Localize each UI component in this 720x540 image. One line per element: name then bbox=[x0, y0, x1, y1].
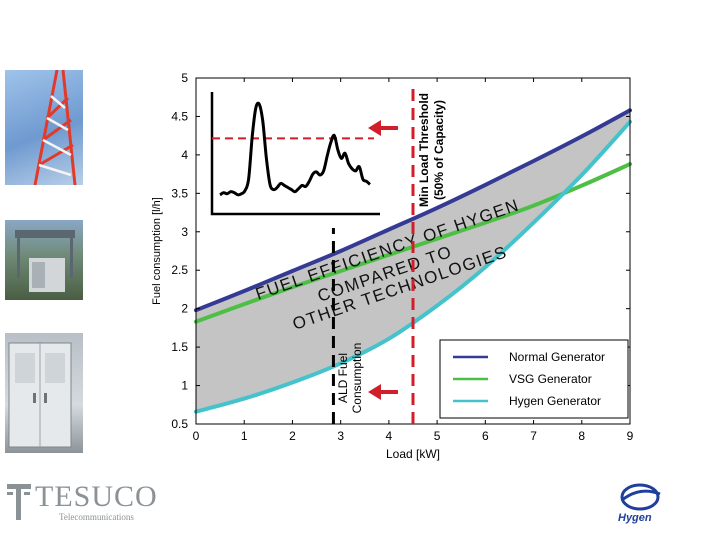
generator-cabinet-photo bbox=[5, 333, 83, 453]
y-tick-label-9: 5 bbox=[181, 71, 188, 85]
tesuco-logo-subtext: Telecommunications bbox=[59, 512, 134, 522]
legend: Normal Generator VSG Generator Hygen Gener… bbox=[439, 339, 629, 419]
hygen-logo-text: Hygen bbox=[618, 512, 652, 524]
arrow-left-lower-icon bbox=[368, 384, 381, 400]
tesuco-logo: TESUCO Telecommunications bbox=[5, 478, 175, 528]
threshold-label-2: (50% of Capacity) bbox=[432, 100, 446, 200]
x-tick-label-1: 1 bbox=[241, 429, 248, 443]
ald-label-2: Consumption bbox=[350, 343, 364, 414]
y-tick-label-3: 2 bbox=[181, 302, 188, 316]
load-profile-inset bbox=[210, 92, 380, 216]
axis-ticks: 0 1 2 3 4 5 6 7 8 9 0.5 1 1.5 2 2.5 3 3.5 4 4.5 5 bbox=[171, 71, 633, 443]
inset-load-line bbox=[219, 101, 371, 197]
y-tick-label-5: 3 bbox=[181, 225, 188, 239]
tower-drawing bbox=[33, 70, 77, 185]
hygen-emblem-icon bbox=[620, 483, 661, 511]
y-tick-label-8: 4.5 bbox=[171, 109, 188, 123]
tesuco-logo-text: TESUCO bbox=[35, 480, 158, 513]
x-tick-label-6: 6 bbox=[482, 429, 489, 443]
x-axis-label: Load [kW] bbox=[386, 447, 440, 461]
threshold-label-1: Min Load Threshold bbox=[417, 93, 431, 207]
x-tick-label-9: 9 bbox=[627, 429, 634, 443]
cabinet-drawing bbox=[8, 342, 72, 448]
x-tick-label-4: 4 bbox=[386, 429, 393, 443]
x-tick-label-8: 8 bbox=[578, 429, 585, 443]
x-tick-label-2: 2 bbox=[289, 429, 296, 443]
legend-label-0: Normal Generator bbox=[509, 350, 605, 364]
y-tick-label-0: 0.5 bbox=[171, 417, 188, 431]
legend-label-2: Hygen Generator bbox=[509, 394, 601, 408]
y-tick-label-4: 2.5 bbox=[171, 263, 188, 277]
y-tick-label-2: 1.5 bbox=[171, 340, 188, 354]
equipment-shelter-photo bbox=[5, 220, 83, 300]
arrow-left-upper-icon bbox=[368, 120, 381, 136]
y-tick-label-1: 1 bbox=[181, 379, 188, 393]
x-tick-label-3: 3 bbox=[337, 429, 344, 443]
x-tick-label-5: 5 bbox=[434, 429, 441, 443]
y-axis-label: Fuel consumption [l/h] bbox=[151, 197, 163, 305]
x-tick-label-0: 0 bbox=[193, 429, 200, 443]
marker-lines: Min Load Threshold (50% of Capacity) ALD F… bbox=[331, 86, 446, 424]
tesuco-emblem-icon bbox=[7, 484, 31, 520]
hygen-logo: Hygen bbox=[612, 482, 672, 528]
y-tick-label-7: 4 bbox=[181, 148, 188, 162]
x-tick-label-7: 7 bbox=[530, 429, 537, 443]
telecom-tower-photo bbox=[5, 70, 83, 185]
y-tick-label-6: 3.5 bbox=[171, 186, 188, 200]
series-line-2 bbox=[194, 119, 632, 414]
inset-axes bbox=[210, 92, 380, 216]
ald-label-1: ALD Fuel bbox=[336, 353, 350, 403]
shelter-drawing bbox=[15, 230, 75, 292]
series-line-0 bbox=[194, 108, 632, 313]
legend-label-1: VSG Generator bbox=[509, 372, 592, 386]
